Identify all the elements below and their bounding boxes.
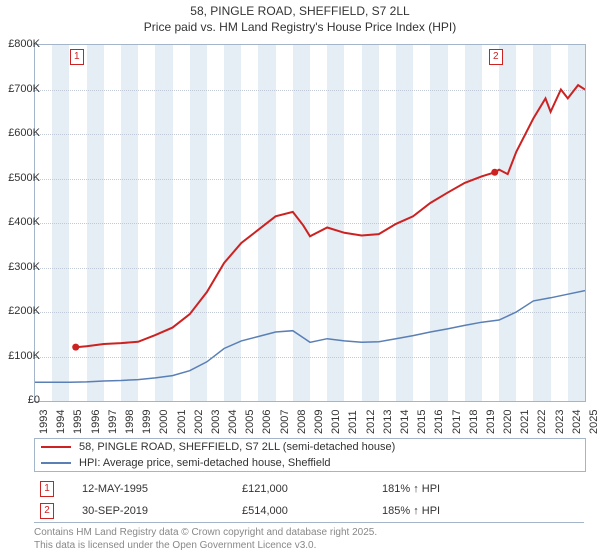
x-tick-label: 2019 bbox=[485, 410, 497, 434]
x-tick-label: 2012 bbox=[365, 410, 377, 434]
legend-item: HPI: Average price, semi-detached house,… bbox=[35, 455, 585, 471]
x-tick-label: 2018 bbox=[468, 410, 480, 434]
plot-area: 12 bbox=[34, 44, 586, 402]
x-tick-label: 1995 bbox=[72, 410, 84, 434]
x-tick-label: 2014 bbox=[399, 410, 411, 434]
x-tick-label: 2013 bbox=[382, 410, 394, 434]
sale-marker-1: 1 bbox=[70, 49, 84, 65]
y-tick-label: £100K bbox=[8, 350, 40, 362]
x-tick-label: 2021 bbox=[519, 410, 531, 434]
chart-container: 58, PINGLE ROAD, SHEFFIELD, S7 2LL Price… bbox=[0, 0, 600, 560]
footer-attribution: Contains HM Land Registry data © Crown c… bbox=[34, 522, 584, 552]
x-tick-label: 2015 bbox=[416, 410, 428, 434]
legend-label: HPI: Average price, semi-detached house,… bbox=[79, 457, 331, 469]
sales-date: 30-SEP-2019 bbox=[82, 505, 242, 517]
y-tick-label: £400K bbox=[8, 216, 40, 228]
x-tick-label: 1999 bbox=[141, 410, 153, 434]
x-tick-label: 2020 bbox=[502, 410, 514, 434]
x-tick-label: 2006 bbox=[261, 410, 273, 434]
sales-marker: 1 bbox=[40, 481, 54, 497]
x-tick-label: 2002 bbox=[193, 410, 205, 434]
x-tick-label: 1998 bbox=[124, 410, 136, 434]
x-tick-label: 2005 bbox=[244, 410, 256, 434]
legend-swatch bbox=[41, 462, 71, 464]
sales-row: 1 12-MAY-1995£121,000181% ↑ HPI bbox=[34, 478, 584, 500]
y-tick-label: £600K bbox=[8, 127, 40, 139]
x-tick-label: 2008 bbox=[296, 410, 308, 434]
legend: 58, PINGLE ROAD, SHEFFIELD, S7 2LL (semi… bbox=[34, 438, 586, 472]
x-tick-label: 1994 bbox=[55, 410, 67, 434]
x-tick-label: 1993 bbox=[38, 410, 50, 434]
x-tick-label: 2017 bbox=[451, 410, 463, 434]
y-tick-label: £500K bbox=[8, 172, 40, 184]
y-tick-label: £800K bbox=[8, 38, 40, 50]
x-tick-label: 1996 bbox=[90, 410, 102, 434]
y-tick-label: £0 bbox=[28, 394, 40, 406]
series-lines bbox=[35, 45, 585, 401]
x-tick-label: 2016 bbox=[433, 410, 445, 434]
legend-swatch bbox=[41, 446, 71, 448]
title-address: 58, PINGLE ROAD, SHEFFIELD, S7 2LL bbox=[0, 4, 600, 20]
title-subtitle: Price paid vs. HM Land Registry's House … bbox=[0, 20, 600, 36]
x-tick-label: 2001 bbox=[176, 410, 188, 434]
footer-line2: This data is licensed under the Open Gov… bbox=[34, 540, 584, 553]
sales-price: £514,000 bbox=[242, 505, 382, 517]
sales-price: £121,000 bbox=[242, 483, 382, 495]
sales-hpi: 181% ↑ HPI bbox=[382, 483, 522, 495]
x-tick-label: 2011 bbox=[347, 410, 359, 434]
x-tick-label: 2007 bbox=[279, 410, 291, 434]
sales-table: 1 12-MAY-1995£121,000181% ↑ HPI 2 30-SEP-20… bbox=[34, 478, 584, 522]
y-tick-label: £200K bbox=[8, 305, 40, 317]
legend-item: 58, PINGLE ROAD, SHEFFIELD, S7 2LL (semi… bbox=[35, 439, 585, 455]
x-tick-label: 2023 bbox=[554, 410, 566, 434]
series-hpi bbox=[35, 291, 585, 383]
sales-marker: 2 bbox=[40, 503, 54, 519]
x-tick-label: 1997 bbox=[107, 410, 119, 434]
y-tick-label: £700K bbox=[8, 83, 40, 95]
x-tick-label: 2003 bbox=[210, 410, 222, 434]
x-tick-label: 2024 bbox=[571, 410, 583, 434]
y-tick-label: £300K bbox=[8, 261, 40, 273]
sale-point bbox=[72, 344, 79, 351]
x-tick-label: 2004 bbox=[227, 410, 239, 434]
x-tick-label: 2025 bbox=[588, 410, 600, 434]
legend-label: 58, PINGLE ROAD, SHEFFIELD, S7 2LL (semi… bbox=[79, 441, 395, 453]
sales-row: 2 30-SEP-2019£514,000185% ↑ HPI bbox=[34, 500, 584, 522]
x-tick-label: 2022 bbox=[536, 410, 548, 434]
sale-marker-2: 2 bbox=[489, 49, 503, 65]
x-tick-label: 2010 bbox=[330, 410, 342, 434]
x-tick-label: 2000 bbox=[158, 410, 170, 434]
sales-hpi: 185% ↑ HPI bbox=[382, 505, 522, 517]
chart-title: 58, PINGLE ROAD, SHEFFIELD, S7 2LL Price… bbox=[0, 0, 600, 35]
sales-date: 12-MAY-1995 bbox=[82, 483, 242, 495]
series-price_paid bbox=[76, 85, 585, 347]
x-tick-label: 2009 bbox=[313, 410, 325, 434]
sale-point bbox=[491, 169, 498, 176]
footer-line1: Contains HM Land Registry data © Crown c… bbox=[34, 527, 584, 540]
